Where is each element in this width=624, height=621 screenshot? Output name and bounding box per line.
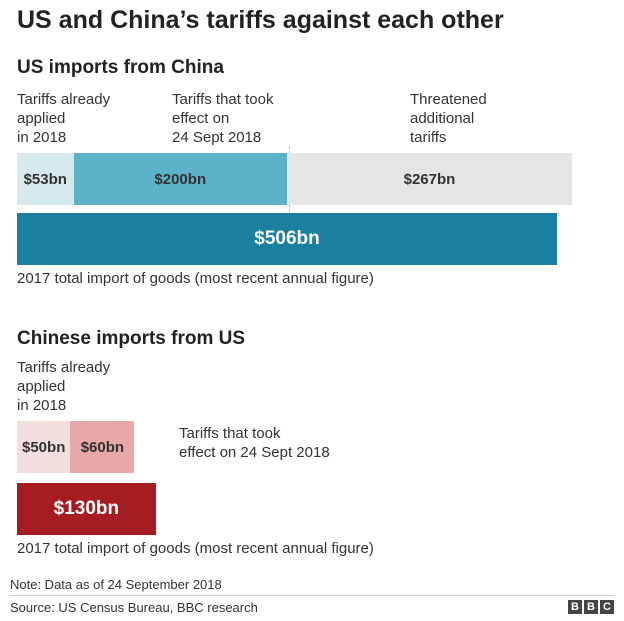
us-already-bar: $53bn bbox=[17, 153, 74, 205]
source: Source: US Census Bureau, BBC research bbox=[10, 600, 258, 615]
us-total-caption: 2017 total import of goods (most recent … bbox=[17, 270, 374, 287]
bbc-logo: B B C bbox=[568, 600, 614, 614]
us-threatened-bar: $267bn bbox=[287, 153, 572, 205]
cn-section-title: Chinese imports from US bbox=[17, 328, 246, 349]
cn-total-bar: $130bn bbox=[17, 483, 156, 535]
bbc-logo-letter: B bbox=[584, 600, 598, 614]
footer-divider bbox=[10, 595, 614, 596]
cn-sept-bar: $60bn bbox=[70, 421, 135, 473]
chart-title: US and China’s tariffs against each othe… bbox=[17, 6, 504, 34]
bbc-logo-letter: B bbox=[568, 600, 582, 614]
us-sept-value: $200bn bbox=[154, 170, 207, 188]
us-already-label: Tariffs already applied in 2018 bbox=[17, 91, 111, 146]
bbc-logo-letter: C bbox=[600, 600, 614, 614]
cn-sept-value: $60bn bbox=[80, 438, 125, 456]
us-threatened-value: $267bn bbox=[403, 170, 456, 188]
us-already-value: $53bn bbox=[23, 170, 67, 188]
us-sept-bar: $200bn bbox=[73, 153, 287, 205]
cn-already-label: Tariffs already applied in 2018 bbox=[17, 359, 111, 414]
cn-already-value: $50bn bbox=[22, 438, 66, 456]
us-total-bar: $506bn bbox=[17, 213, 557, 265]
us-section-title: US imports from China bbox=[17, 57, 224, 78]
us-sept-label: Tariffs that took effect on 24 Sept 2018 bbox=[172, 91, 274, 146]
cn-total-caption: 2017 total import of goods (most recent … bbox=[17, 540, 374, 557]
us-threatened-label: Threatened additional tariffs bbox=[410, 91, 487, 146]
note: Note: Data as of 24 September 2018 bbox=[10, 577, 222, 592]
us-total-value: $506bn bbox=[254, 228, 320, 249]
cn-already-bar: $50bn bbox=[17, 421, 71, 473]
cn-sept-label: Tariffs that took effect on 24 Sept 2018 bbox=[179, 425, 330, 461]
cn-total-value: $130bn bbox=[53, 498, 120, 519]
